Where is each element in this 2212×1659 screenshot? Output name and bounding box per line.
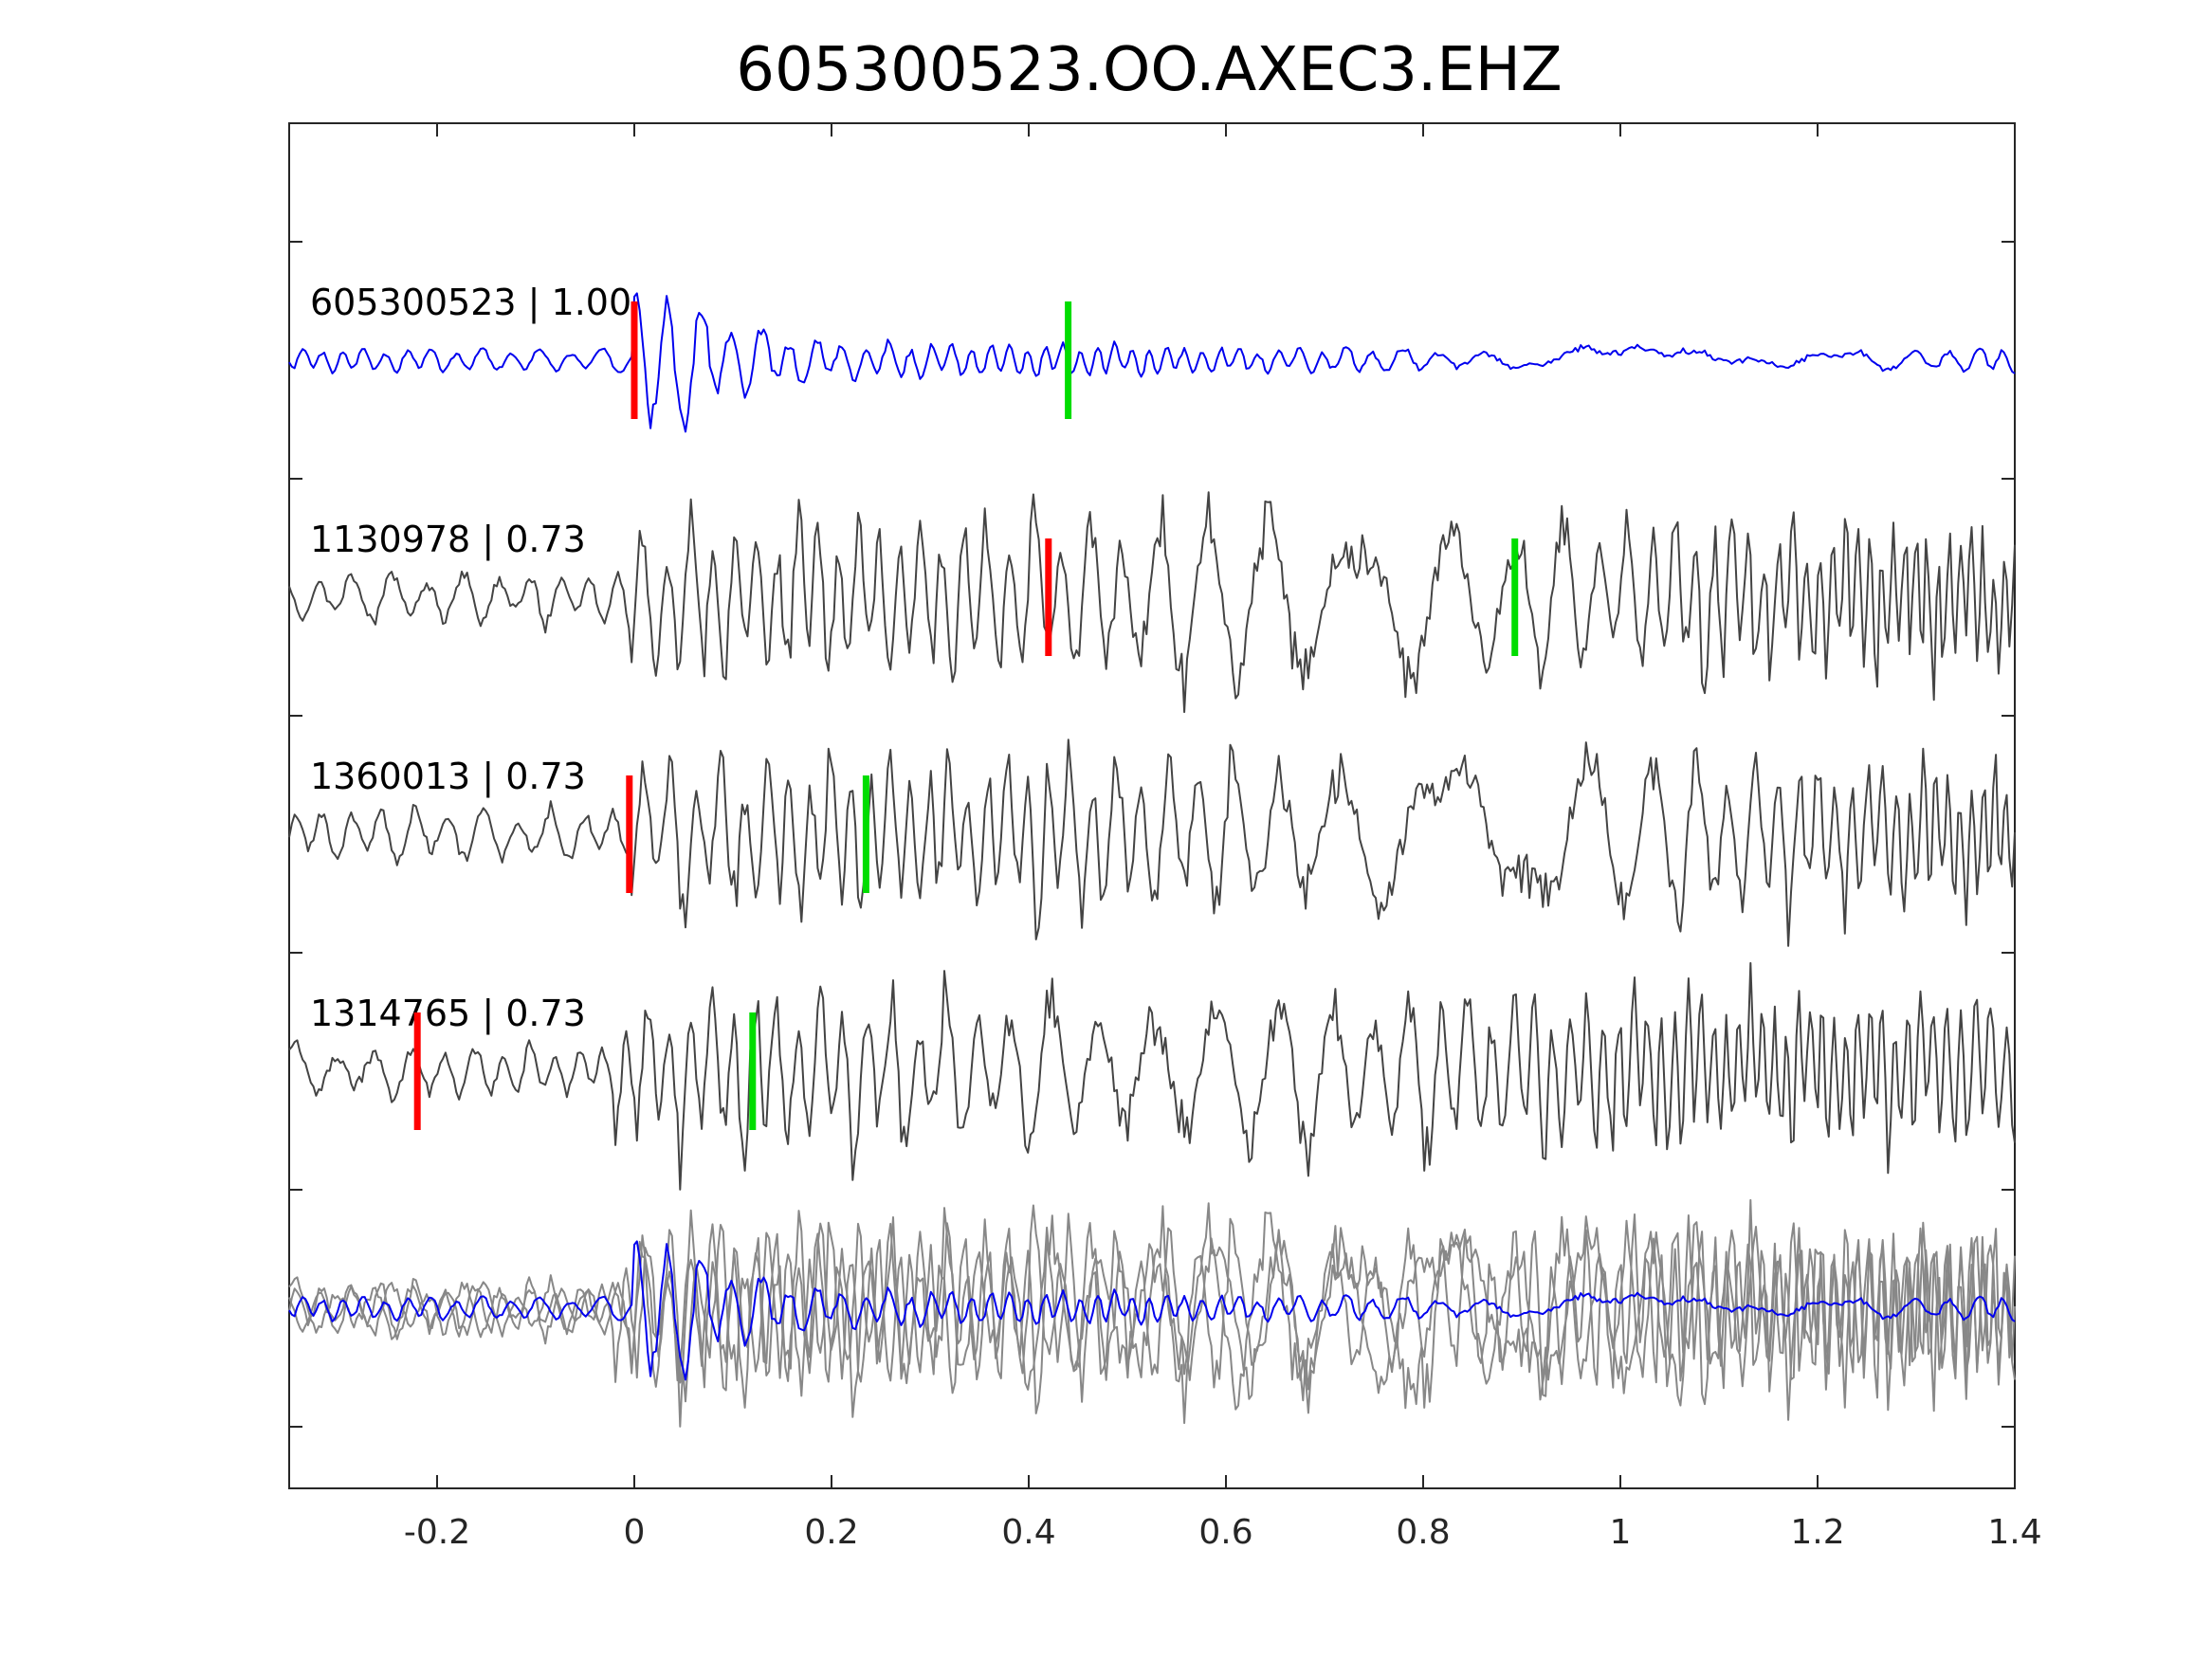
overlay-main-trace-line — [288, 1240, 2016, 1381]
trace-line — [288, 738, 2016, 947]
x-tick-label: 0.2 — [804, 1513, 858, 1552]
chart-title: 605300523.OO.AXEC3.EHZ — [736, 35, 1563, 105]
trace-label: 1314765 | 0.73 — [310, 993, 586, 1035]
trace-line — [288, 292, 2016, 433]
overlay-stack — [288, 1198, 2016, 1428]
plot-area-frame — [288, 122, 2016, 1489]
trace-line — [288, 961, 2016, 1191]
trace-label: 605300523 | 1.00 — [310, 282, 631, 324]
trace-group: 605300523 | 1.00 1130978 | 0.73 1360013 | … — [288, 282, 2016, 1191]
trace-label: 1130978 | 0.73 — [310, 519, 586, 561]
y-axis — [289, 241, 2015, 1428]
x-tick-label: 1 — [1610, 1513, 1632, 1552]
trace-line — [288, 491, 2016, 714]
x-tick-label: 1.2 — [1790, 1513, 1844, 1552]
x-tick-label: -0.2 — [404, 1513, 470, 1552]
trace-label: 1360013 | 0.73 — [310, 756, 586, 798]
x-tick-label: 0.8 — [1396, 1513, 1450, 1552]
x-tick-label: 1.4 — [1987, 1513, 2041, 1552]
overlay-trace-line — [288, 1198, 2016, 1428]
x-axis: -0.2 0 0.2 0.4 0.6 0.8 1 1.2 1.4 — [404, 123, 2042, 1552]
x-tick-label: 0 — [624, 1513, 646, 1552]
x-tick-label: 0.4 — [1001, 1513, 1055, 1552]
x-tick-label: 0.6 — [1198, 1513, 1252, 1552]
